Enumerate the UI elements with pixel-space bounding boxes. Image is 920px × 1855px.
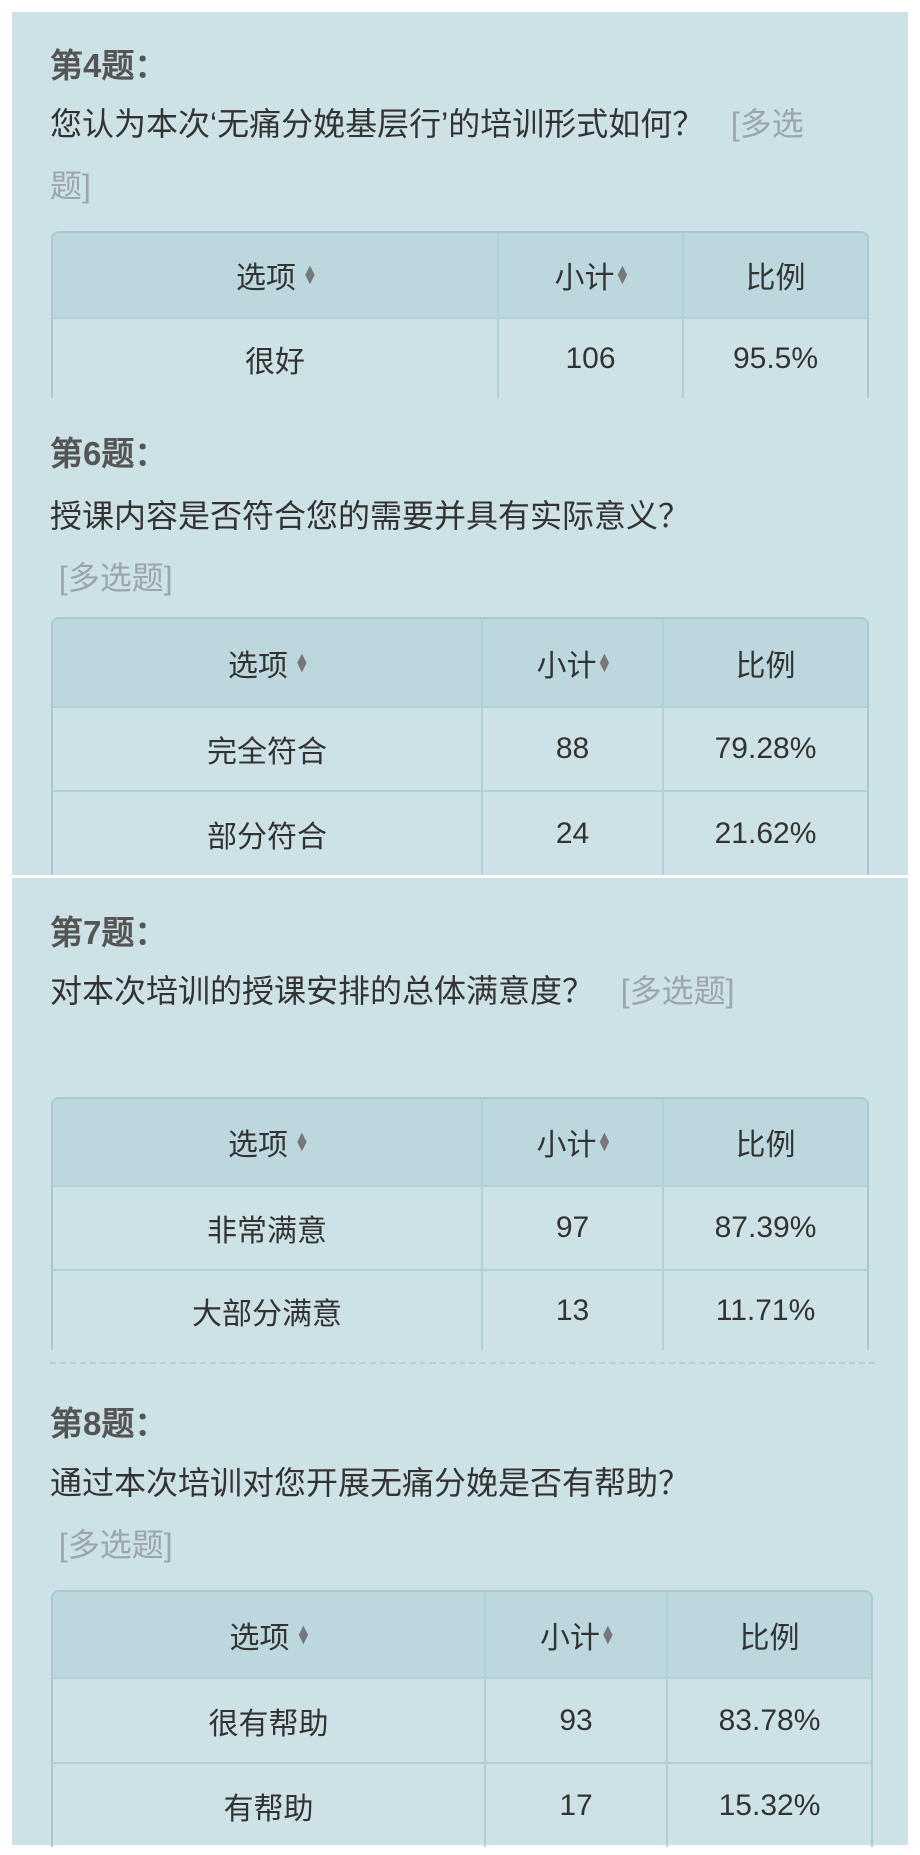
option-cell: 很有帮助 xyxy=(53,1679,486,1762)
table-header: 选项 ▲ ▼ 小计 ▲ ▼ 比例 xyxy=(53,1099,867,1187)
table-row: 很好 106 95.5% xyxy=(53,319,867,398)
panel-separator xyxy=(12,875,908,878)
header-option-label: 选项 xyxy=(229,1621,290,1655)
multi-choice-tag: [多选题] xyxy=(50,106,804,204)
dashed-divider xyxy=(50,1362,875,1364)
header-option-label: 选项 xyxy=(236,262,296,295)
sort-icon[interactable]: ▲ ▼ xyxy=(294,649,310,676)
sort-icon[interactable]: ▲ ▼ xyxy=(596,1129,613,1155)
table-header: 选项 ▲ ▼ 小计 ▲ ▼ 比例 xyxy=(53,619,867,708)
ratio-cell: 15.32% xyxy=(718,1788,821,1822)
sort-icon[interactable]: ▲ ▼ xyxy=(596,649,613,676)
table-row: 完全符合 88 79.28% xyxy=(53,708,867,792)
question-title: 第6题： xyxy=(50,435,168,472)
question-text-block: 您认为本次‘无痛分娩基层行’的培训形式如何？ [多选题] xyxy=(50,93,810,217)
multi-choice-tag: [多选题] xyxy=(58,1527,173,1563)
count-cell: 106 xyxy=(499,319,684,398)
header-ratio: 比例 xyxy=(664,1099,867,1185)
header-ratio-label: 比例 xyxy=(735,1129,796,1162)
header-ratio: 比例 xyxy=(684,233,867,317)
question-text-block: 通过本次培训对您开展无痛分娩是否有帮助？ [多选题] xyxy=(50,1452,850,1576)
table-header: 选项 ▲ ▼ 小计 ▲ ▼ 比例 xyxy=(53,1592,871,1679)
question-text-block: 授课内容是否符合您的需要并具有实际意义？ [多选题] xyxy=(50,485,850,609)
sort-icon[interactable]: ▲ ▼ xyxy=(295,1621,312,1648)
table-row: 有帮助 17 15.32% xyxy=(53,1764,871,1847)
header-ratio-label: 比例 xyxy=(745,262,806,295)
option-cell: 有帮助 xyxy=(53,1764,486,1847)
question-text: 通过本次培训对您开展无痛分娩是否有帮助？ xyxy=(50,1465,691,1501)
header-count-label: 小计 xyxy=(536,649,597,683)
option-cell: 完全符合 xyxy=(53,708,483,790)
option-cell: 大部分满意 xyxy=(53,1271,483,1350)
option-cell: 部分符合 xyxy=(53,792,483,875)
header-ratio-label: 比例 xyxy=(739,1621,800,1655)
table-row: 大部分满意 13 11.71% xyxy=(53,1271,867,1350)
sort-icon[interactable]: ▲ ▼ xyxy=(614,262,631,288)
ratio-cell: 21.62% xyxy=(714,816,817,850)
count-cell: 17 xyxy=(486,1764,668,1847)
question-text: 您认为本次‘无痛分娩基层行’的培训形式如何？ xyxy=(50,106,705,142)
survey-panel-2 xyxy=(12,878,908,1845)
question-text-block: 对本次培训的授课安排的总体满意度？ [多选题] xyxy=(50,960,850,1022)
question-title: 第8题： xyxy=(50,1405,168,1442)
question-title: 第7题： xyxy=(50,914,168,951)
survey-panel-1 xyxy=(12,12,908,875)
header-count-label: 小计 xyxy=(536,1129,597,1162)
ratio-cell: 83.78% xyxy=(718,1703,821,1737)
header-count[interactable]: 小计 ▲ ▼ xyxy=(483,619,664,706)
multi-choice-tag: [多选题] xyxy=(58,560,173,596)
header-ratio: 比例 xyxy=(664,619,867,706)
header-option-label: 选项 xyxy=(228,649,288,683)
table-row: 很有帮助 93 83.78% xyxy=(53,1679,871,1764)
count-cell: 24 xyxy=(483,792,664,875)
option-cell: 很好 xyxy=(53,319,499,398)
header-count-label: 小计 xyxy=(554,262,615,295)
header-option[interactable]: 选项 ▲ ▼ xyxy=(53,1592,486,1677)
results-table: 选项 ▲ ▼ 小计 ▲ ▼ 比例 非常满意 97 87.39% 大部分满意 13 11.… xyxy=(51,1097,869,1350)
header-count[interactable]: 小计 ▲ ▼ xyxy=(499,233,684,317)
sort-icon[interactable]: ▲ ▼ xyxy=(600,1621,616,1648)
ratio-cell: 79.28% xyxy=(714,732,817,765)
results-table: 选项 ▲ ▼ 小计 ▲ ▼ 比例 很好 106 95.5% xyxy=(51,231,869,398)
header-option-label: 选项 xyxy=(228,1129,288,1162)
question-text: 对本次培训的授课安排的总体满意度？ xyxy=(50,973,595,1009)
option-cell: 非常满意 xyxy=(53,1187,483,1269)
ratio-cell: 87.39% xyxy=(714,1211,817,1244)
header-count-label: 小计 xyxy=(540,1621,600,1655)
header-ratio-label: 比例 xyxy=(735,649,796,683)
sort-icon[interactable]: ▲ ▼ xyxy=(302,262,318,288)
count-cell: 88 xyxy=(483,708,664,790)
ratio-cell: 95.5% xyxy=(732,341,819,375)
header-ratio: 比例 xyxy=(668,1592,871,1677)
header-option[interactable]: 选项 ▲ ▼ xyxy=(53,1099,483,1185)
results-table: 选项 ▲ ▼ 小计 ▲ ▼ 比例 完全符合 88 79.28% 部分符合 24 21.6… xyxy=(51,617,869,875)
results-table: 选项 ▲ ▼ 小计 ▲ ▼ 比例 很有帮助 93 83.78% 有帮助 17 15.32… xyxy=(51,1590,873,1847)
multi-choice-tag: [多选题] xyxy=(620,973,735,1009)
header-count[interactable]: 小计 ▲ ▼ xyxy=(486,1592,668,1677)
question-title: 第4题： xyxy=(50,47,168,84)
header-option[interactable]: 选项 ▲ ▼ xyxy=(53,233,499,317)
header-option[interactable]: 选项 ▲ ▼ xyxy=(53,619,483,706)
table-row: 非常满意 97 87.39% xyxy=(53,1187,867,1271)
count-cell: 13 xyxy=(483,1271,664,1350)
table-header: 选项 ▲ ▼ 小计 ▲ ▼ 比例 xyxy=(53,233,867,319)
count-cell: 97 xyxy=(483,1187,664,1269)
table-row: 部分符合 24 21.62% xyxy=(53,792,867,875)
question-text: 授课内容是否符合您的需要并具有实际意义？ xyxy=(50,498,691,534)
count-cell: 93 xyxy=(486,1679,668,1762)
header-count[interactable]: 小计 ▲ ▼ xyxy=(483,1099,664,1185)
sort-icon[interactable]: ▲ ▼ xyxy=(294,1129,310,1155)
ratio-cell: 11.71% xyxy=(715,1293,816,1327)
